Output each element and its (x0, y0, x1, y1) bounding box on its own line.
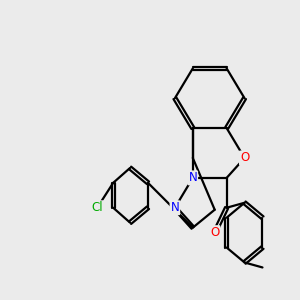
Text: N: N (188, 171, 197, 184)
Text: Cl: Cl (92, 201, 103, 214)
Text: O: O (210, 226, 219, 239)
Text: O: O (240, 152, 249, 164)
Text: N: N (170, 201, 179, 214)
